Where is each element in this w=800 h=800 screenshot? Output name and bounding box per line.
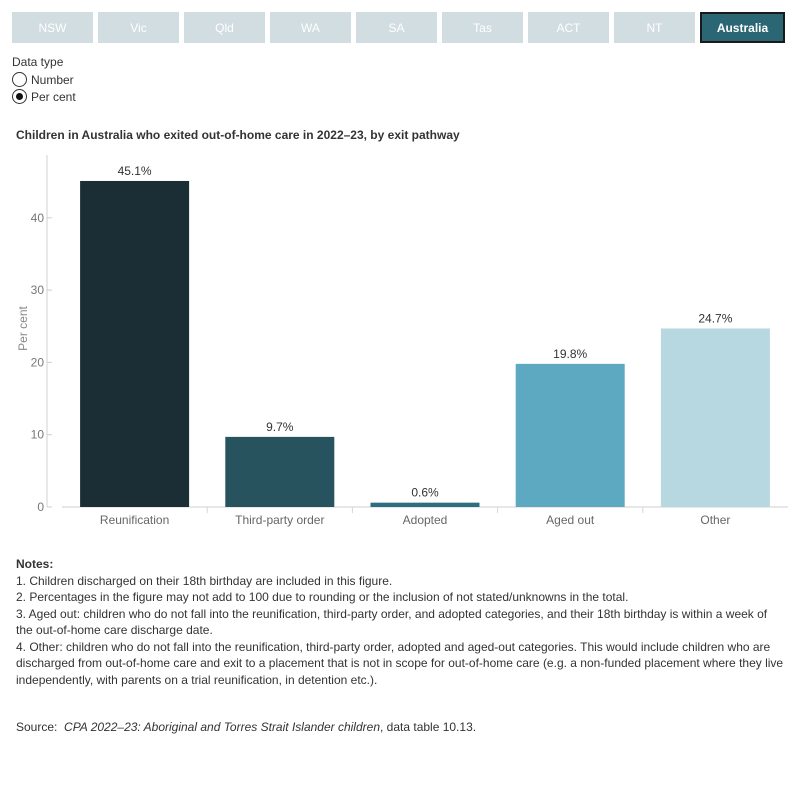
- notes-heading: Notes:: [16, 557, 54, 571]
- bar-reunification: [80, 180, 190, 507]
- radio-label-per-cent: Per cent: [31, 89, 76, 104]
- y-axis-label: Per cent: [16, 305, 30, 350]
- data-type-label: Data type: [12, 55, 64, 69]
- bar-aged-out: [515, 363, 625, 507]
- x-tick-label: Aged out: [546, 513, 595, 527]
- y-tick-label: 10: [31, 428, 45, 442]
- data-label: 24.7%: [698, 311, 732, 325]
- tab-australia[interactable]: Australia: [700, 12, 785, 43]
- y-tick-label: 30: [31, 283, 45, 297]
- y-tick-label: 40: [31, 211, 45, 225]
- tab-nt[interactable]: NT: [614, 12, 695, 43]
- radio-button-per-cent[interactable]: [12, 89, 27, 104]
- bar-other: [660, 328, 770, 507]
- source-suffix: , data table 10.13.: [380, 720, 477, 734]
- bar-adopted: [370, 502, 480, 507]
- bar-chart: 0 10 20 30 40 Per cent 45.1% Reunification 9.7% T…: [16, 155, 788, 527]
- x-tick-label: Other: [700, 513, 730, 527]
- chart-title: Children in Australia who exited out-of-…: [16, 128, 460, 142]
- tab-qld[interactable]: Qld: [184, 12, 265, 43]
- radio-option-per-cent[interactable]: Per cent: [12, 88, 76, 105]
- note-1: 1. Children discharged on their 18th bir…: [16, 573, 393, 588]
- y-tick-label: 20: [31, 355, 45, 369]
- tab-sa[interactable]: SA: [356, 12, 437, 43]
- radio-option-number[interactable]: Number: [12, 71, 76, 88]
- notes-section: Notes: 1. Children discharged on their 1…: [16, 556, 786, 688]
- source-prefix: Source:: [16, 720, 58, 734]
- data-type-filter: Data type Number Per cent: [12, 55, 76, 105]
- source-line: Source: CPA 2022–23: Aboriginal and Torr…: [16, 720, 476, 734]
- bar-third-party-order: [225, 436, 335, 507]
- x-tick-label: Third-party order: [235, 513, 324, 527]
- data-label: 0.6%: [411, 486, 439, 500]
- tab-act[interactable]: ACT: [528, 12, 609, 43]
- note-3: 3. Aged out: children who do not fall in…: [16, 606, 768, 638]
- y-tick-label: 0: [37, 500, 44, 514]
- radio-button-number[interactable]: [12, 72, 27, 87]
- x-tick-label: Adopted: [403, 513, 448, 527]
- radio-label-number: Number: [31, 72, 74, 87]
- tab-wa[interactable]: WA: [270, 12, 351, 43]
- tab-nsw[interactable]: NSW: [12, 12, 93, 43]
- data-label: 19.8%: [553, 347, 587, 361]
- note-4: 4. Other: children who do not fall into …: [16, 639, 784, 687]
- data-label: 45.1%: [118, 164, 152, 178]
- x-tick-label: Reunification: [100, 513, 169, 527]
- tab-tas[interactable]: Tas: [442, 12, 523, 43]
- source-publication-link[interactable]: CPA 2022–23: Aboriginal and Torres Strai…: [64, 720, 380, 734]
- tab-vic[interactable]: Vic: [98, 12, 179, 43]
- note-2: 2. Percentages in the figure may not add…: [16, 590, 629, 604]
- data-label: 9.7%: [266, 420, 294, 434]
- state-tabs: NSW Vic Qld WA SA Tas ACT NT Australia: [12, 12, 785, 43]
